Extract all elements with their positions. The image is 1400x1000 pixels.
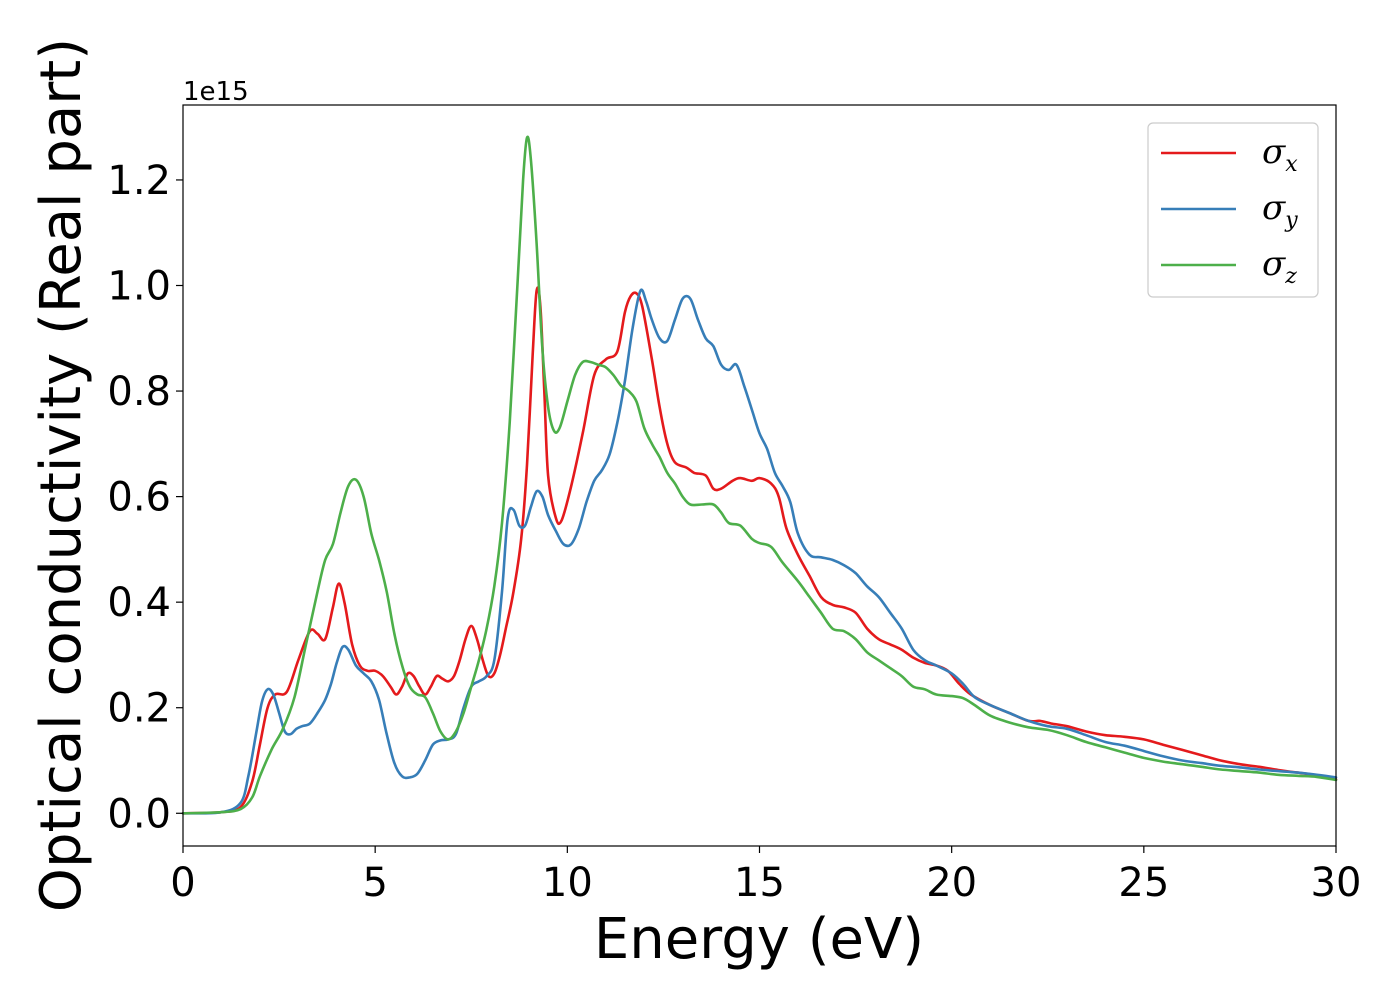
y-axis-label: Optical conductivity (Real part) [29,38,94,912]
y-tick-label: 1.0 [107,264,171,310]
x-tick-label: 15 [734,860,785,906]
series-line-z [181,135,1338,815]
series-line-y [181,288,1338,815]
x-tick-label: 5 [362,860,387,906]
y-offset-label: 1e15 [183,77,249,107]
y-tick-label: 0.2 [107,686,171,732]
x-tick-label: 10 [542,860,593,906]
x-axis-ticks: 0 5 10 15 20 25 30 [170,846,1361,906]
series-layer [181,135,1338,815]
x-axis-label: Energy (eV) [594,907,924,972]
y-tick-label: 0.4 [107,580,171,626]
y-tick-label: 0.6 [107,475,171,521]
y-tick-label: 0.0 [107,791,171,837]
x-tick-label: 30 [1311,860,1362,906]
x-tick-label: 20 [926,860,977,906]
y-axis-ticks: 0.0 0.2 0.4 0.6 0.8 1.0 1.2 [107,158,183,837]
x-tick-label: 0 [170,860,195,906]
y-tick-label: 0.8 [107,369,171,415]
y-tick-label: 1.2 [107,158,171,204]
x-tick-label: 25 [1118,860,1169,906]
